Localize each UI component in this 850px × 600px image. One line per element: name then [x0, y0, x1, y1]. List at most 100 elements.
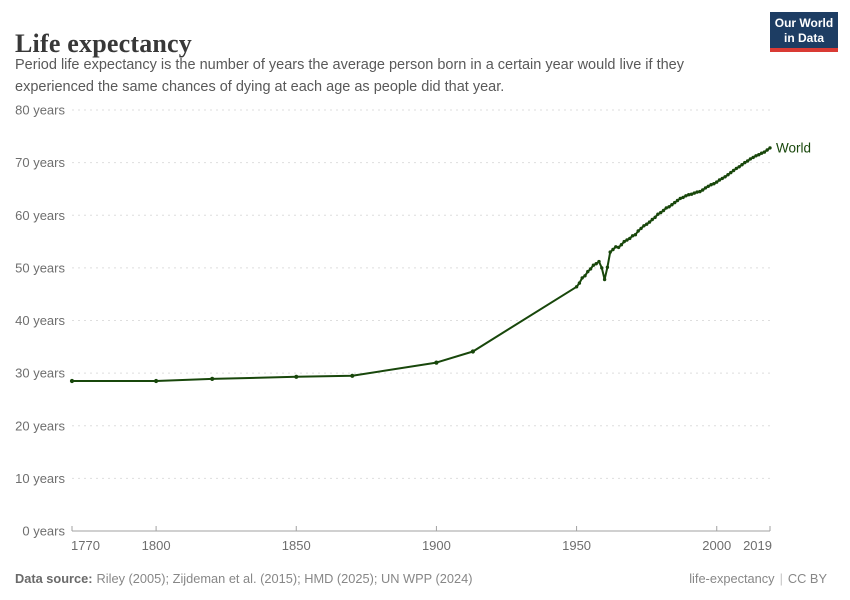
data-point-1958[interactable] — [597, 259, 601, 264]
data-point-1996[interactable] — [703, 186, 708, 190]
data-point-2001[interactable] — [717, 178, 722, 182]
x-tick-label-1770: 1770 — [71, 538, 100, 553]
data-point-1967[interactable] — [622, 239, 626, 244]
data-point-1954[interactable] — [586, 269, 590, 274]
data-point-1976[interactable] — [647, 220, 652, 224]
data-point-1951[interactable] — [577, 281, 582, 285]
data-point-1992[interactable] — [692, 191, 696, 195]
data-point-1850[interactable] — [294, 374, 299, 379]
data-point-2011[interactable] — [745, 159, 750, 163]
data-point-1969[interactable] — [628, 236, 632, 241]
data-point-1955[interactable] — [588, 267, 593, 271]
data-point-1961[interactable] — [605, 265, 610, 269]
data-point-1966[interactable] — [619, 243, 624, 247]
y-tick-label-40: 40 years — [15, 313, 65, 328]
y-tick-label-20: 20 years — [15, 418, 65, 433]
data-point-1979[interactable] — [656, 212, 660, 216]
owid-logo[interactable]: Our World in Data — [770, 12, 838, 52]
data-point-1770[interactable] — [69, 378, 75, 384]
data-point-1968[interactable] — [625, 238, 629, 242]
data-point-1990[interactable] — [687, 193, 691, 197]
data-point-1995[interactable] — [701, 188, 705, 192]
data-point-1983[interactable] — [667, 205, 671, 209]
data-source-label: Data source: — [15, 571, 93, 586]
data-point-1986[interactable] — [675, 198, 680, 203]
data-point-1870[interactable] — [350, 373, 355, 378]
data-point-2012[interactable] — [748, 157, 753, 161]
data-point-1962[interactable] — [608, 250, 612, 254]
x-tick-label-2000: 2000 — [702, 538, 731, 553]
data-point-1980[interactable] — [659, 210, 663, 215]
data-point-1952[interactable] — [580, 276, 584, 280]
data-point-1984[interactable] — [670, 203, 674, 207]
data-point-1988[interactable] — [681, 195, 685, 200]
data-point-1960[interactable] — [602, 277, 607, 282]
data-point-1997[interactable] — [706, 184, 710, 188]
x-tick-label-1800: 1800 — [142, 538, 171, 553]
data-point-2010[interactable] — [743, 160, 747, 165]
data-point-2016[interactable] — [759, 151, 764, 155]
data-point-2000[interactable] — [715, 180, 719, 184]
data-point-1956[interactable] — [591, 263, 596, 267]
data-source-list: Riley (2005); Zijdeman et al. (2015); HM… — [96, 571, 473, 586]
chart-slug[interactable]: life-expectancy — [689, 571, 775, 586]
data-point-1957[interactable] — [594, 262, 598, 266]
data-point-2002[interactable] — [720, 176, 724, 181]
data-point-2005[interactable] — [729, 170, 733, 175]
data-point-1953[interactable] — [583, 274, 587, 278]
data-point-1987[interactable] — [678, 196, 682, 201]
data-point-1950[interactable] — [574, 285, 579, 289]
data-point-2003[interactable] — [723, 175, 727, 179]
data-point-2017[interactable] — [762, 150, 767, 154]
data-point-2015[interactable] — [757, 153, 761, 157]
data-point-1973[interactable] — [639, 226, 643, 231]
data-point-1991[interactable] — [689, 192, 694, 196]
data-point-1972[interactable] — [636, 229, 640, 233]
data-point-2006[interactable] — [731, 168, 736, 173]
y-tick-label-70: 70 years — [15, 155, 65, 170]
data-point-1982[interactable] — [664, 206, 668, 210]
data-point-2008[interactable] — [737, 165, 741, 169]
data-point-1963[interactable] — [611, 247, 615, 252]
data-point-1993[interactable] — [695, 190, 699, 194]
attribution-divider: | — [779, 571, 783, 586]
data-point-1978[interactable] — [653, 215, 657, 220]
data-point-1985[interactable] — [673, 200, 677, 205]
y-tick-label-80: 80 years — [15, 103, 65, 118]
chart-subtitle-line-1: Period life expectancy is the number of … — [15, 57, 684, 73]
data-point-1970[interactable] — [630, 234, 635, 238]
data-point-1981[interactable] — [661, 208, 666, 213]
data-point-1959[interactable] — [600, 266, 604, 270]
data-point-1975[interactable] — [645, 222, 649, 226]
y-tick-label-50: 50 years — [15, 260, 65, 275]
chart-title: Life expectancy — [15, 29, 193, 59]
data-point-2007[interactable] — [734, 166, 739, 171]
data-point-1998[interactable] — [709, 183, 713, 187]
series-label-world[interactable]: World — [776, 140, 811, 155]
data-point-1999[interactable] — [712, 182, 716, 186]
data-point-1974[interactable] — [642, 224, 646, 228]
y-tick-label-0: 0 years — [22, 524, 65, 539]
x-tick-label-1900: 1900 — [422, 538, 451, 553]
data-point-1800[interactable] — [154, 378, 159, 384]
data-point-2019[interactable] — [768, 146, 772, 150]
data-point-2013[interactable] — [751, 155, 755, 160]
license-label[interactable]: CC BY — [787, 571, 827, 586]
data-point-1994[interactable] — [698, 189, 702, 194]
data-point-1900[interactable] — [434, 360, 439, 365]
data-point-2014[interactable] — [754, 154, 758, 158]
data-point-1965[interactable] — [616, 245, 621, 250]
data-point-1977[interactable] — [650, 217, 654, 222]
y-tick-label-30: 30 years — [15, 366, 65, 381]
data-point-1989[interactable] — [684, 194, 688, 198]
data-point-2018[interactable] — [765, 148, 769, 152]
chart-subtitle: Period life expectancy is the number of … — [15, 55, 684, 98]
series-line-world[interactable] — [71, 146, 771, 382]
data-point-1964[interactable] — [614, 245, 618, 249]
data-point-2004[interactable] — [726, 173, 730, 177]
data-point-1971[interactable] — [633, 233, 638, 237]
data-point-2009[interactable] — [740, 163, 744, 167]
data-point-1913[interactable] — [470, 349, 475, 354]
data-point-1820[interactable] — [210, 376, 215, 381]
